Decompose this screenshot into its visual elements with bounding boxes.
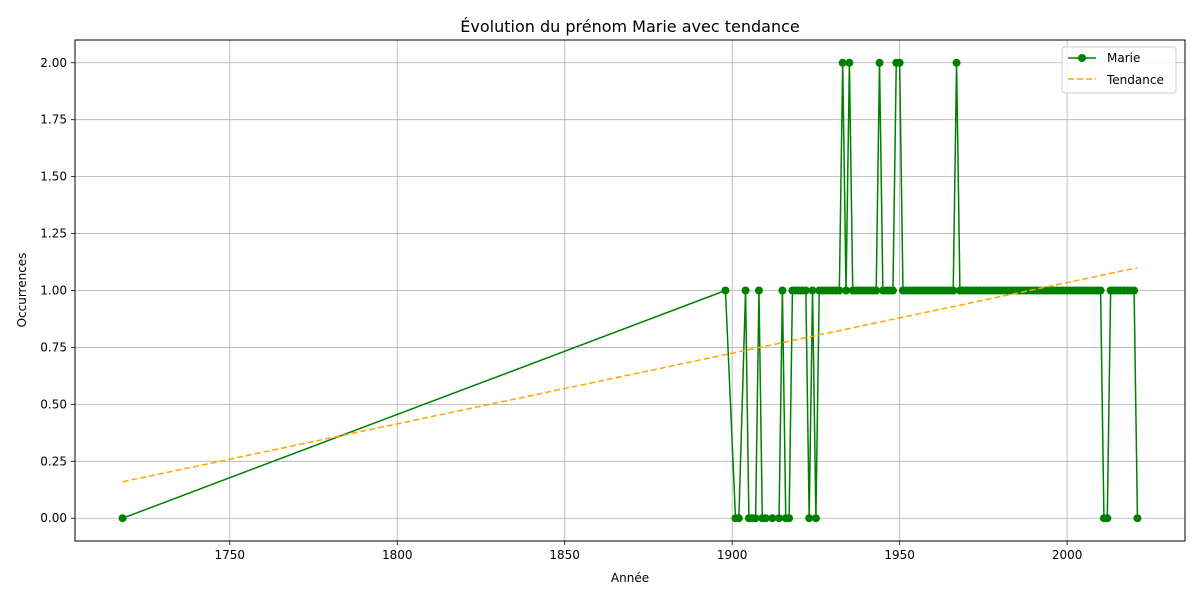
data-point-marie bbox=[808, 286, 817, 295]
data-point-marie bbox=[835, 286, 844, 295]
y-tick-label: 0.50 bbox=[40, 397, 67, 411]
data-point-marie bbox=[751, 514, 760, 523]
data-point-marie bbox=[754, 286, 763, 295]
legend-label-marie: Marie bbox=[1107, 51, 1140, 65]
y-tick-label: 1.25 bbox=[40, 227, 67, 241]
data-point-marie bbox=[721, 286, 730, 295]
series-layer bbox=[118, 58, 1142, 523]
x-axis-label: Année bbox=[611, 571, 649, 585]
data-point-marie bbox=[952, 58, 961, 67]
y-axis: 0.00 0.25 0.50 0.75 1.00 1.25 1.50 1.75 2.00 bbox=[40, 56, 75, 525]
data-point-marie bbox=[775, 514, 784, 523]
y-tick-label: 1.00 bbox=[40, 284, 67, 298]
data-point-marie bbox=[845, 58, 854, 67]
data-point-marie bbox=[842, 286, 851, 295]
legend-label-tendance: Tendance bbox=[1106, 73, 1164, 87]
x-tick-label: 2000 bbox=[1052, 548, 1083, 562]
data-point-marie bbox=[761, 514, 770, 523]
y-tick-label: 2.00 bbox=[40, 56, 67, 70]
data-point-marie bbox=[118, 514, 127, 523]
data-point-marie bbox=[1103, 514, 1112, 523]
data-point-marie bbox=[734, 514, 743, 523]
data-point-marie bbox=[768, 514, 777, 523]
data-point-marie bbox=[838, 58, 847, 67]
y-tick-label: 1.75 bbox=[40, 113, 67, 127]
data-point-marie bbox=[1096, 286, 1105, 295]
y-tick-label: 0.00 bbox=[40, 511, 67, 525]
series-line-tendance bbox=[122, 266, 1138, 483]
x-axis: 1750 1800 1850 1900 1950 2000 bbox=[214, 541, 1082, 562]
data-point-marie bbox=[741, 286, 750, 295]
data-point-marie bbox=[1133, 514, 1142, 523]
data-point-marie bbox=[1130, 286, 1139, 295]
y-axis-label: Occurrences bbox=[15, 253, 29, 328]
y-tick-label: 0.75 bbox=[40, 340, 67, 354]
data-point-marie bbox=[778, 286, 787, 295]
legend-marker-marie bbox=[1078, 54, 1086, 62]
data-point-marie bbox=[949, 286, 958, 295]
data-point-marie bbox=[811, 514, 820, 523]
y-tick-label: 1.50 bbox=[40, 170, 67, 184]
data-point-marie bbox=[785, 514, 794, 523]
x-tick-label: 1950 bbox=[884, 548, 915, 562]
data-point-marie bbox=[872, 286, 881, 295]
x-tick-label: 1750 bbox=[214, 548, 245, 562]
legend: Marie Tendance bbox=[1061, 46, 1177, 94]
data-point-marie bbox=[895, 58, 904, 67]
x-tick-label: 1900 bbox=[717, 548, 748, 562]
x-tick-label: 1800 bbox=[382, 548, 413, 562]
x-tick-label: 1850 bbox=[549, 548, 580, 562]
y-tick-label: 0.25 bbox=[40, 454, 67, 468]
data-point-marie bbox=[805, 514, 814, 523]
data-point-marie bbox=[875, 58, 884, 67]
data-point-marie bbox=[801, 286, 810, 295]
chart-title: Évolution du prénom Marie avec tendance bbox=[460, 17, 799, 36]
data-point-marie bbox=[888, 286, 897, 295]
